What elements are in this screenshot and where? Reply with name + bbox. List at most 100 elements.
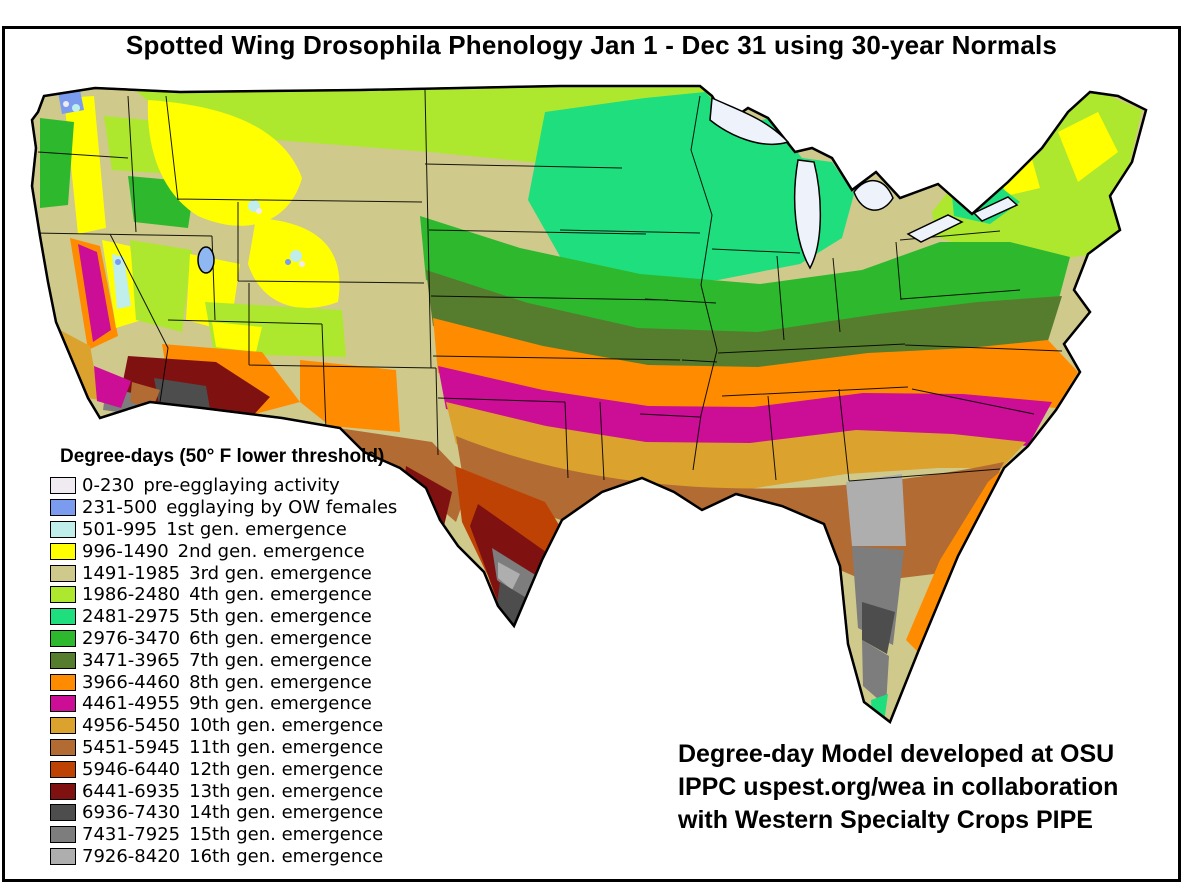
legend-range: 4956-5450: [82, 715, 181, 737]
speck-colorado-blue: [285, 259, 291, 265]
legend-label: pre-egglaying activity: [143, 475, 340, 497]
band-7thgen-darkgreen: [426, 270, 1062, 374]
legend-range: 2481-2975: [82, 606, 181, 628]
legend-swatch: [50, 738, 76, 756]
region-ca-valley-magenta: [78, 244, 111, 342]
legend-label: 1st gen. emergence: [166, 518, 347, 540]
state-borders: [33, 89, 1063, 482]
attribution-line-1: Degree-day Model developed at OSU: [678, 740, 1115, 768]
page-title: Spotted Wing Drosophila Phenology Jan 1 …: [125, 30, 1058, 60]
legend-swatch: [50, 499, 76, 517]
legend-row: 5946-6440 12th gen. emergence: [50, 758, 397, 780]
region-maine-mountains-yellow: [1058, 112, 1118, 182]
lake-ontario: [972, 196, 1019, 222]
region-nv-greenyellow: [130, 240, 192, 332]
attribution-line-2: IPPC uspest.org/wea in collaboration: [678, 773, 1119, 801]
legend-swatch: [50, 651, 76, 669]
legend-range: 231-500: [82, 497, 158, 519]
legend-row: 7431-7925 15th gen. emergence: [50, 824, 397, 846]
legend-row: 4956-5450 10th gen. emergence: [50, 715, 397, 737]
region-az-darkgray: [154, 378, 210, 409]
legend-range: 4461-4955: [82, 693, 181, 715]
band-9thgen-magenta: [438, 366, 1052, 450]
legend-row: 5451-5945 11th gen. emergence: [50, 737, 397, 759]
legend-swatch: [50, 564, 76, 582]
region-co-rockies-yellow: [248, 218, 340, 308]
speck-sierra-blue: [115, 259, 121, 265]
region-stx-tip-darkgray: [497, 582, 530, 626]
legend-swatch: [50, 477, 76, 495]
legend-label: 10th gen. emergence: [189, 715, 384, 737]
legend-range: 3966-4460: [82, 671, 181, 693]
legend-row: 6936-7430 14th gen. emergence: [50, 802, 397, 824]
speck-olympics-cyan: [72, 104, 80, 112]
legend-range: 1986-2480: [82, 584, 181, 606]
lake-erie: [906, 214, 964, 243]
legend-label: 7th gen. emergence: [189, 649, 372, 671]
legend-label: 11th gen. emergence: [189, 736, 384, 758]
region-sfl-gray: [862, 640, 889, 706]
legend-label: egglaying by OW females: [166, 497, 398, 519]
lake-superior: [709, 96, 790, 146]
legend-swatch: [50, 804, 76, 822]
legend-range: 0-230: [82, 475, 135, 497]
legend-row: 501-995 1st gen. emergence: [50, 519, 397, 541]
legend-range: 7926-8420: [82, 845, 181, 867]
attribution-text: Degree-day Model developed at OSU IPPC u…: [678, 738, 1118, 837]
legend-range: 5451-5945: [82, 736, 181, 758]
legend-range: 6441-6935: [82, 780, 181, 802]
legend-label: 5th gen. emergence: [189, 606, 372, 628]
legend-range: 3471-3965: [82, 649, 181, 671]
region-fl-darkgray: [862, 602, 895, 654]
legend-swatch: [50, 826, 76, 844]
legend-swatch: [50, 847, 76, 865]
legend-row: 0-230 pre-egglaying activity: [50, 475, 397, 497]
speck-yellowstone-white: [256, 208, 262, 214]
legend-swatch: [50, 782, 76, 800]
legend-row: 7926-8420 16th gen. emergence: [50, 846, 397, 868]
lake-huron: [853, 180, 894, 211]
legend-label: 9th gen. emergence: [189, 693, 372, 715]
speck-olympics-white: [63, 101, 69, 107]
legend-row: 231-500 egglaying by OW females: [50, 497, 397, 519]
legend-range: 7431-7925: [82, 824, 181, 846]
legend-range: 5946-6440: [82, 758, 181, 780]
speck-colorado-white: [299, 261, 305, 267]
legend-label: 4th gen. emergence: [189, 584, 372, 606]
lake-michigan: [793, 159, 822, 270]
legend-label: 6th gen. emergence: [189, 627, 372, 649]
legend-row: 6441-6935 13th gen. emergence: [50, 780, 397, 802]
region-wa-lowland-green: [40, 118, 74, 208]
legend-label: 12th gen. emergence: [189, 758, 384, 780]
legend-range: 6936-7430: [82, 802, 181, 824]
legend-title: Degree-days (50° F lower threshold): [60, 446, 385, 467]
legend-row: 1986-2480 4th gen. emergence: [50, 584, 397, 606]
state-boundary-lines: [33, 89, 1063, 482]
attribution-line-3: with Western Specialty Crops PIPE: [678, 806, 1093, 834]
legend-label: 16th gen. emergence: [189, 845, 384, 867]
legend-range: 501-995: [82, 518, 158, 540]
legend-row: 3966-4460 8th gen. emergence: [50, 671, 397, 693]
region-fl-lightgray: [846, 474, 906, 546]
speck-colorado-cyan: [290, 250, 302, 262]
legend-swatch: [50, 717, 76, 735]
degree-days-legend: Degree-days (50° F lower threshold) 0-23…: [50, 446, 397, 867]
region-cascades-yellow: [64, 96, 106, 234]
great-lakes: [197, 96, 1019, 274]
band-10thgen-goldenrod: [446, 402, 1026, 490]
legend-swatch: [50, 673, 76, 691]
legend-row: 2481-2975 5th gen. emergence: [50, 606, 397, 628]
legend-label: 8th gen. emergence: [189, 671, 372, 693]
legend-range: 1491-1985: [82, 562, 181, 584]
region-north-rockies-yellow: [147, 100, 302, 226]
legend-swatch: [50, 695, 76, 713]
legend-row: 2976-3470 6th gen. emergence: [50, 628, 397, 650]
legend-range: 996-1490: [82, 540, 169, 562]
band-6thgen-green: [420, 216, 1070, 336]
legend-label: 13th gen. emergence: [189, 780, 384, 802]
legend-row: 996-1490 2nd gen. emergence: [50, 540, 397, 562]
legend-entries: 0-230 pre-egglaying activity 231-500 egglay…: [50, 475, 397, 867]
legend-row: 4461-4955 9th gen. emergence: [50, 693, 397, 715]
